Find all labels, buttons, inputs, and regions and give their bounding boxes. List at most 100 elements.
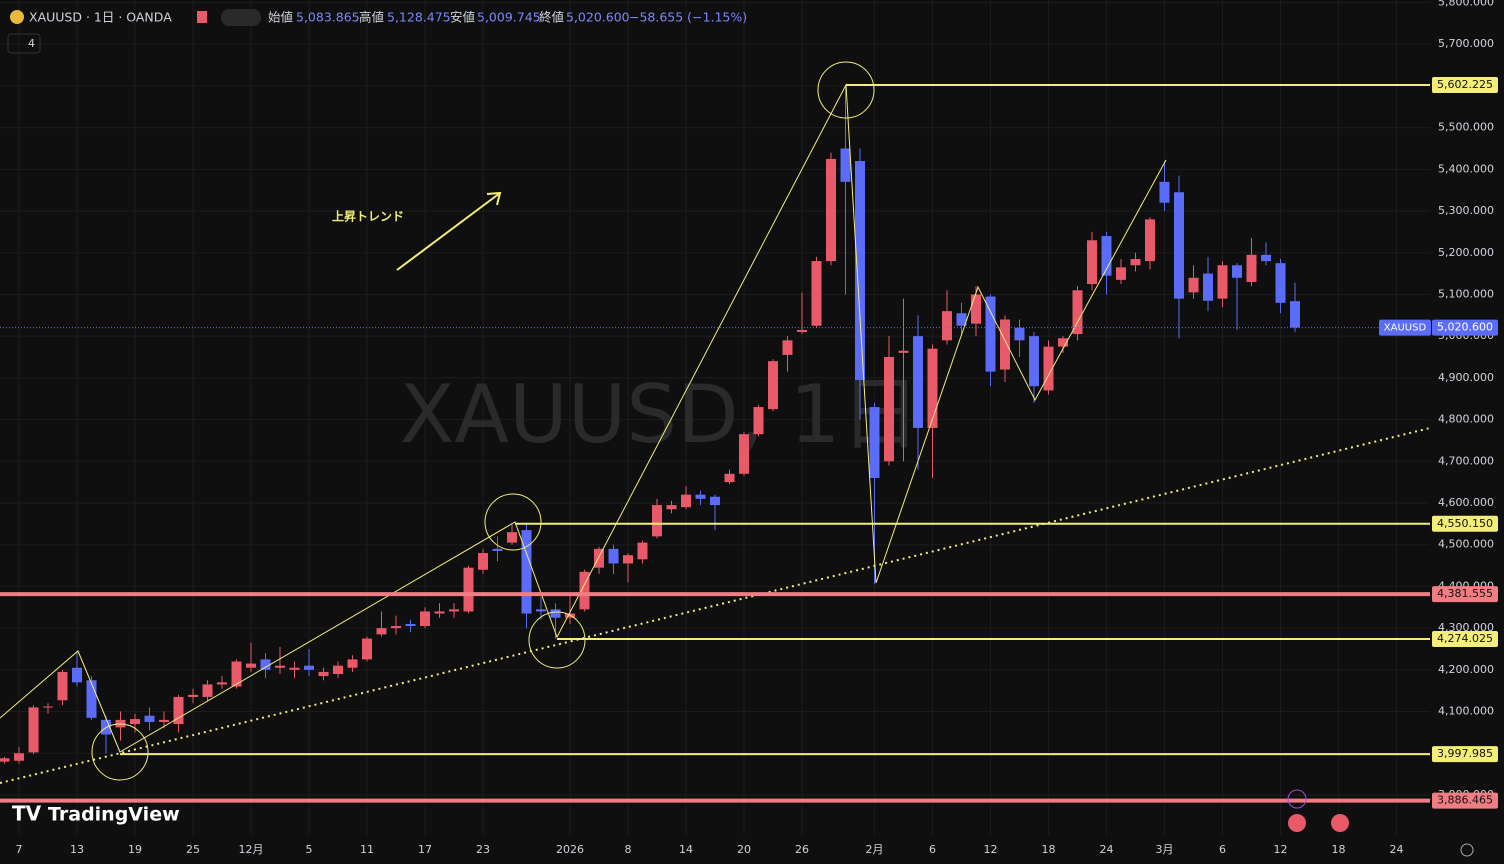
x-tick-label: 6 <box>1219 843 1226 856</box>
x-tick-label: 3月 <box>1156 843 1174 856</box>
y-tick-label: 4,800.000 <box>1438 413 1494 426</box>
y-tick-label: 4,300.000 <box>1438 621 1494 634</box>
candle-body <box>521 530 532 614</box>
price-tag-label: 3,997.985 <box>1437 747 1493 760</box>
x-tick-label: 5 <box>306 843 313 856</box>
candle-body <box>1145 219 1155 262</box>
x-tick-label: 24 <box>1390 843 1404 856</box>
candle-body <box>898 350 909 353</box>
price-tag-label: 5,020.600 <box>1437 321 1493 334</box>
x-tick-label: 20 <box>737 843 751 856</box>
candle-body <box>333 665 343 675</box>
x-tick-label: 26 <box>795 843 809 856</box>
candle-body <box>347 659 358 668</box>
event-icon[interactable] <box>1331 814 1349 832</box>
y-tick-label: 5,400.000 <box>1438 162 1494 175</box>
arrow-head <box>486 191 502 206</box>
y-tick-label: 4,100.000 <box>1438 705 1494 718</box>
drawings <box>0 61 1431 784</box>
logo: TradingView <box>48 804 180 826</box>
x-tick-label: 7 <box>16 843 23 856</box>
price-tag-label: 4,550.150 <box>1437 517 1493 530</box>
x-tick-label: 25 <box>186 843 200 856</box>
candle-body <box>72 667 82 683</box>
price-tag <box>1432 76 1498 93</box>
grid <box>0 0 1430 835</box>
y-tick-label: 5,500.000 <box>1438 121 1494 134</box>
candle-body <box>492 548 503 551</box>
y-tick-label: 4,200.000 <box>1438 663 1494 676</box>
candle-body <box>507 532 517 543</box>
candle-body <box>159 719 169 722</box>
price-tag-label: 3,886.465 <box>1437 794 1493 807</box>
price-tag <box>1432 319 1498 336</box>
candle-body <box>753 407 764 435</box>
candle-body <box>1246 254 1257 282</box>
change: −58.655 (−1.15%) <box>629 10 747 25</box>
candle-body <box>739 434 749 474</box>
candle-body <box>478 553 488 570</box>
circle <box>91 723 149 781</box>
candle-body <box>652 505 662 537</box>
candle-body <box>130 719 140 725</box>
symbol-tag <box>1379 319 1431 336</box>
candle-body <box>1232 265 1242 278</box>
candle-body <box>1290 301 1300 328</box>
candle-body <box>956 313 967 326</box>
x-tick-label: 12 <box>984 843 998 856</box>
y-tick-label: 5,100.000 <box>1438 287 1494 300</box>
y-tick-label: 4,700.000 <box>1438 454 1494 467</box>
x-tick-label: 2月 <box>866 843 884 856</box>
close-label: 終値 <box>539 10 564 25</box>
y-tick-label: 5,700.000 <box>1438 37 1494 50</box>
y-tick-label: 4,500.000 <box>1438 538 1494 551</box>
x-tick-label: 12 <box>1274 843 1288 856</box>
settings-icon[interactable] <box>1460 843 1474 857</box>
candle-body <box>14 753 24 761</box>
zigzag <box>0 83 1167 753</box>
candle-body <box>57 671 68 701</box>
flag <box>197 11 207 23</box>
price-axis <box>1430 0 1504 835</box>
candle-body <box>1188 277 1199 293</box>
candle-body <box>1116 267 1126 280</box>
candle-body <box>695 494 706 499</box>
event-icon[interactable] <box>1287 789 1307 809</box>
candle-body <box>304 665 314 670</box>
candle-body <box>942 311 952 341</box>
symbol: XAUUSD · 1日 · OANDA <box>29 10 172 25</box>
indicator-toggle[interactable] <box>7 33 41 54</box>
candle-body <box>623 555 633 564</box>
watermark: XAUUSD, 1日 <box>400 368 921 461</box>
candle-body <box>362 638 372 660</box>
candle-body <box>608 548 619 564</box>
circle <box>817 61 875 119</box>
logo-mark: TV <box>12 802 42 826</box>
candle-body <box>289 667 300 670</box>
y-tick-label: 5,800.000 <box>1438 0 1494 9</box>
candle-body <box>855 160 865 380</box>
price-tag-label: 4,274.025 <box>1437 632 1493 645</box>
candle-body <box>1072 290 1083 335</box>
candle-body <box>86 680 97 718</box>
candle-body <box>869 407 880 478</box>
candle-body <box>391 626 401 629</box>
candle-body <box>826 158 836 262</box>
candle-body <box>797 329 807 332</box>
candle-body <box>420 611 430 627</box>
indicator-count: 4 <box>28 37 35 50</box>
symbol-tag-label: XAUUSD <box>1384 323 1427 334</box>
event-icon[interactable] <box>1288 814 1306 832</box>
close-value: 5,020.600 <box>566 10 630 25</box>
x-tick-label: 19 <box>128 843 142 856</box>
candle-body <box>1014 327 1025 341</box>
badge <box>221 9 261 26</box>
low-label: 安値 <box>450 10 475 25</box>
candle-body <box>884 357 894 462</box>
candle-body <box>913 336 923 428</box>
candle-body <box>318 671 329 677</box>
x-tick-label: 17 <box>418 843 432 856</box>
candle-body <box>594 548 604 568</box>
candle-body <box>811 261 822 326</box>
